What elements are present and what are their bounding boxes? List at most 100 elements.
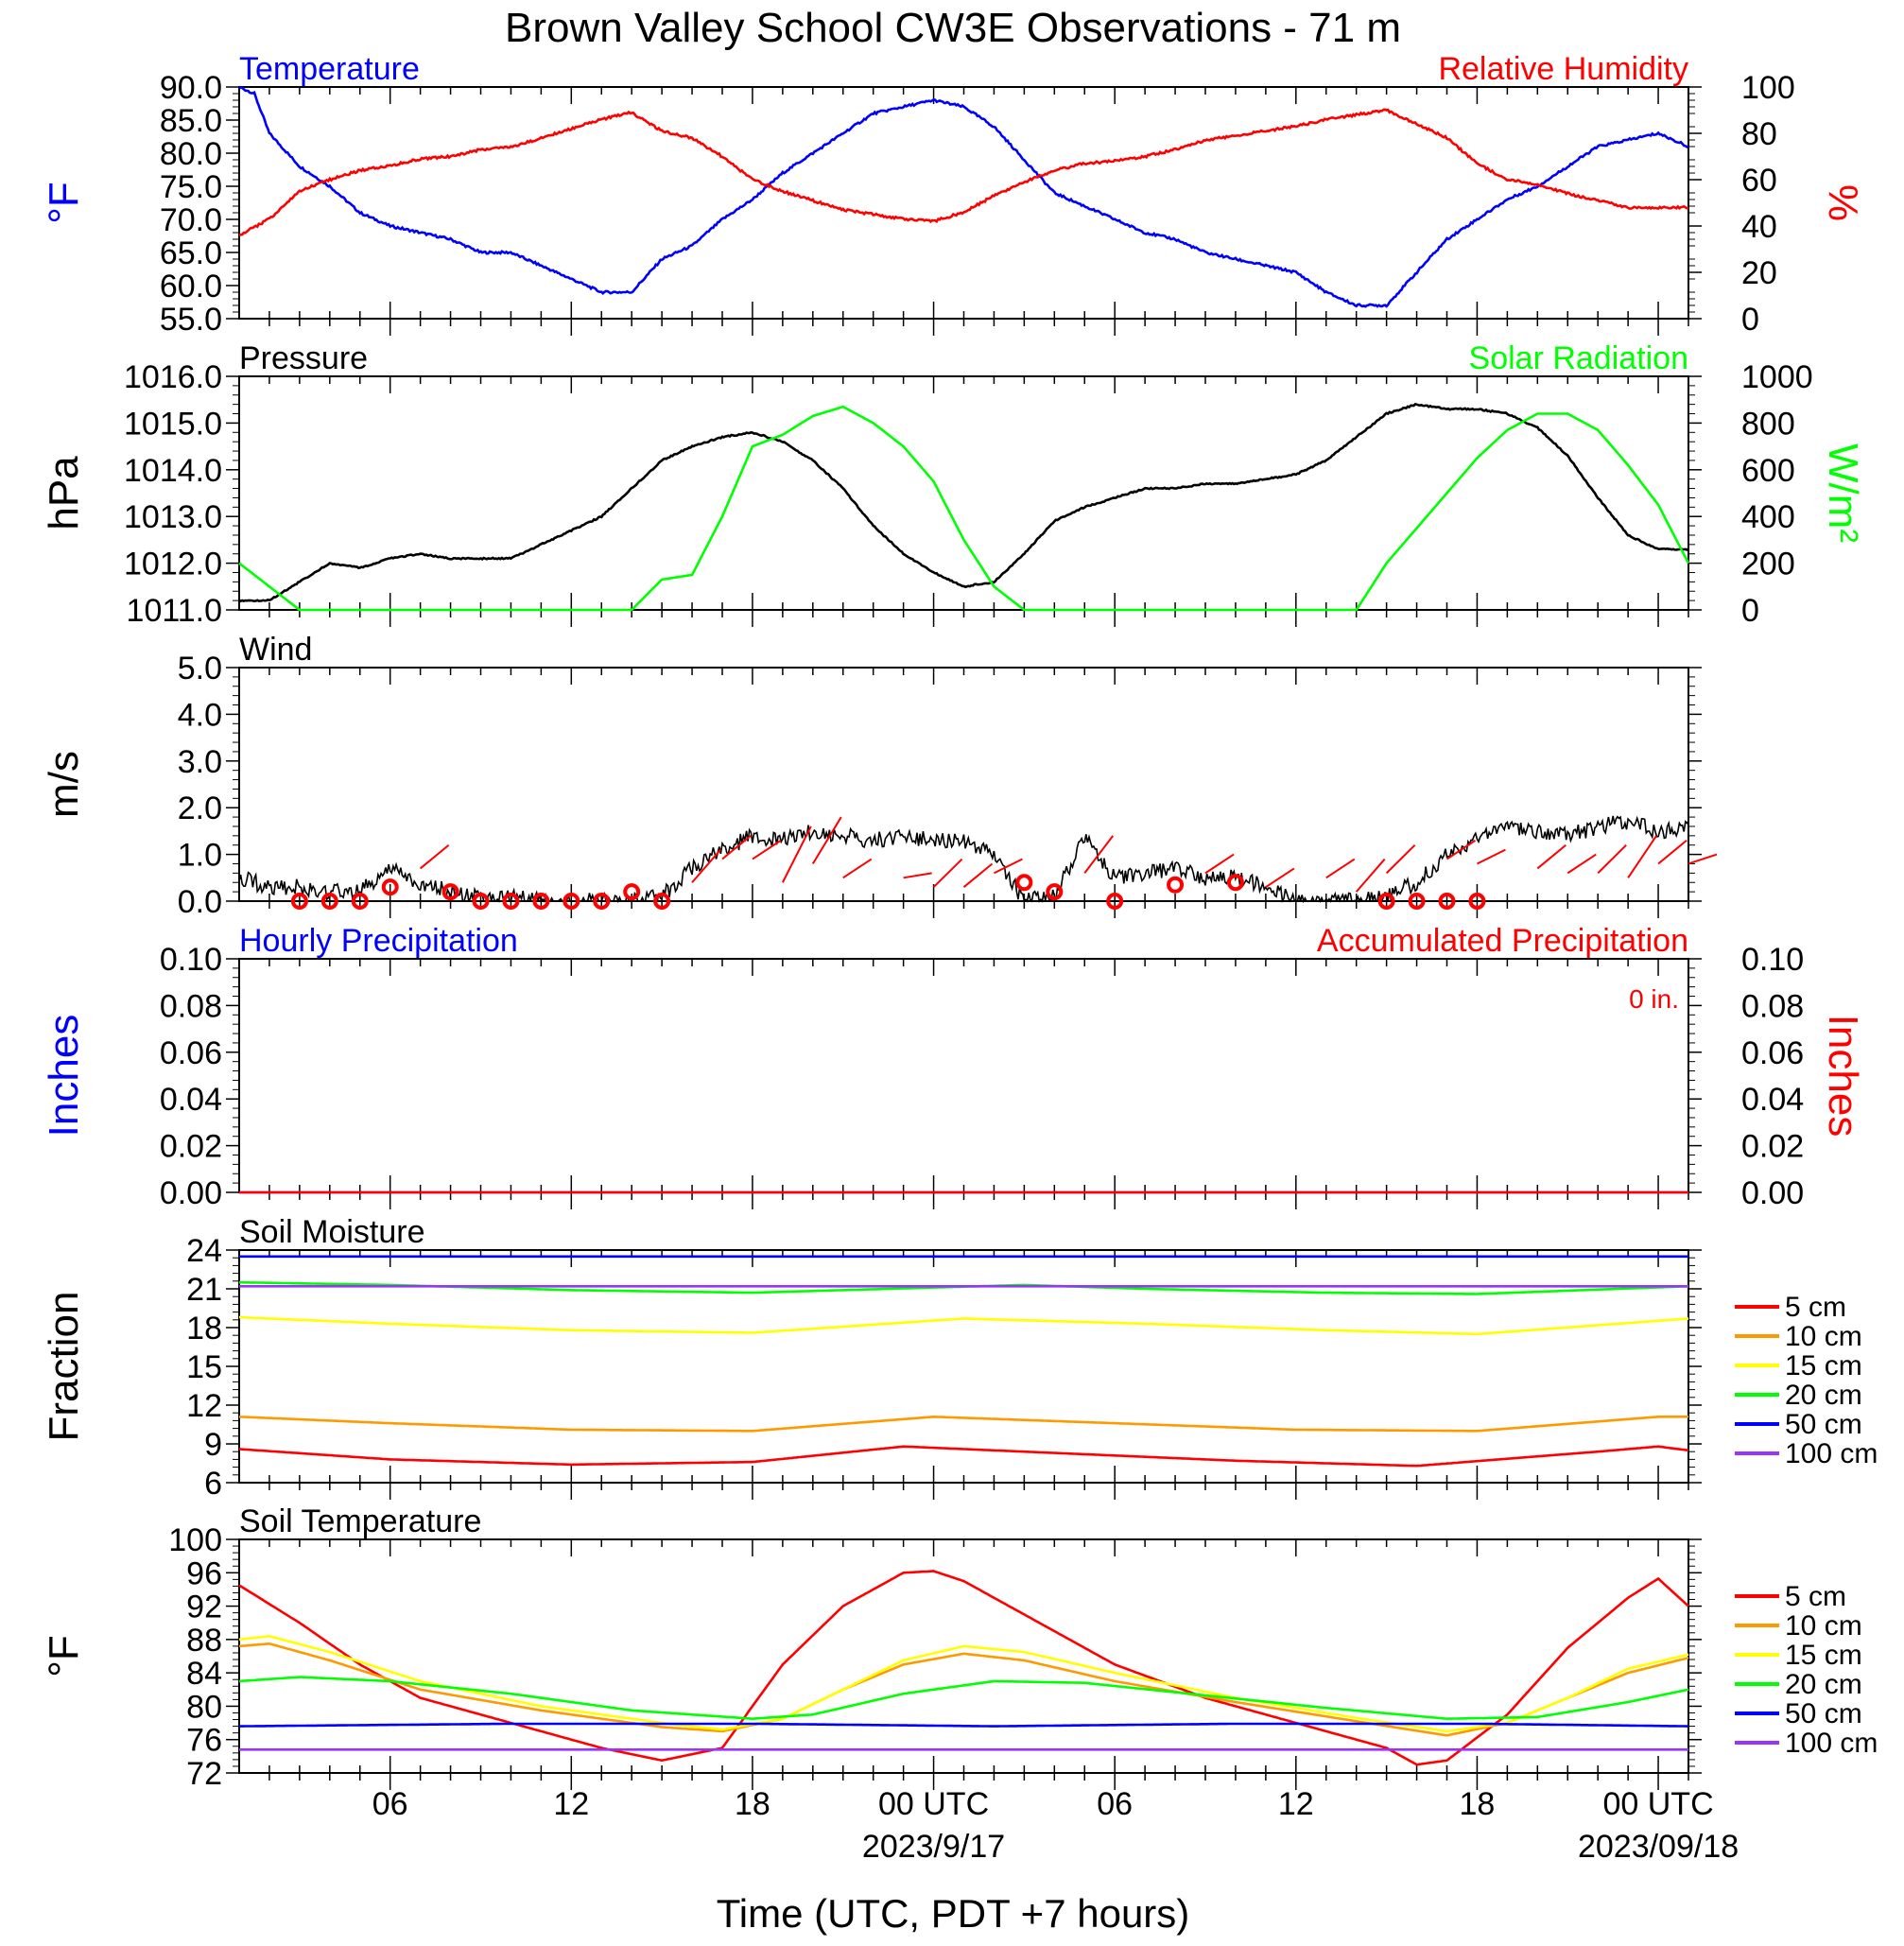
x-tick-label: 12 <box>553 1786 589 1822</box>
wind-barb <box>1476 848 1506 865</box>
y-tick-label: 70.0 <box>160 202 222 238</box>
y-tick-label: 80 <box>186 1689 222 1725</box>
y-axis-label: Inches <box>41 1015 87 1138</box>
y-tick-label: 0.04 <box>160 1082 222 1118</box>
y-tick-label: 1013.0 <box>124 499 222 535</box>
wind-barb <box>1265 867 1295 889</box>
y2-tick-label: 100 <box>1741 70 1795 106</box>
y-tick-label: 2.0 <box>178 791 222 826</box>
panel-title-left: Pressure <box>239 340 368 376</box>
y2-tick-label: 0 <box>1741 302 1759 338</box>
wind-barb <box>903 872 932 879</box>
x-tick-label: 06 <box>1097 1786 1133 1822</box>
y-tick-label: 24 <box>186 1233 222 1269</box>
y-tick-label: 0.0 <box>178 884 222 920</box>
panel-wind: 5.0 4.0 3.0 2.0 1.0 0.0 Wind m/s <box>41 632 1718 920</box>
y-tick-label: 1014.0 <box>124 453 222 489</box>
panel-title-left: Temperature <box>239 51 420 87</box>
y2-tick-label: 800 <box>1741 406 1795 442</box>
panel-title-left: Soil Moisture <box>239 1214 425 1250</box>
y-axis-label: hPa <box>41 456 87 530</box>
y-tick-label: 60.0 <box>160 269 222 304</box>
wind-calm-circle <box>563 893 580 910</box>
y2-tick-label: 0 <box>1741 593 1759 629</box>
y-tick-label: 1015.0 <box>124 406 222 442</box>
y2-axis-label: Inches <box>1820 1015 1866 1138</box>
wind-barb <box>811 816 842 864</box>
wind-barb <box>993 858 1023 875</box>
panel-precip: 0.10 0.08 0.06 0.04 0.02 0.00 0.10 0.08 0.06 0.04… <box>41 923 1866 1211</box>
wind-calm-circle <box>532 893 550 910</box>
y-tick-label: 0.10 <box>160 942 222 978</box>
wind-barb <box>842 858 873 879</box>
y2-axis-label: W/m² <box>1820 443 1866 543</box>
y-tick-label: 88 <box>186 1623 222 1659</box>
wind-calm-circle <box>593 893 611 910</box>
series-line-5 cm <box>238 1445 1689 1468</box>
wind-calm-circle <box>351 893 369 910</box>
y-tick-label: 0.08 <box>160 988 222 1024</box>
y2-tick-label: 0.08 <box>1741 988 1804 1024</box>
y-tick-label: 1.0 <box>178 838 222 874</box>
y2-tick-label: 600 <box>1741 453 1795 489</box>
wind-calm-circle <box>320 893 338 910</box>
y2-tick-label: 0.00 <box>1741 1175 1804 1211</box>
y-tick-label: 76 <box>186 1723 222 1759</box>
y-tick-label: 75.0 <box>160 169 222 205</box>
plot-frame <box>238 1538 1689 1774</box>
wind-barb <box>962 862 994 888</box>
series-line-15 cm <box>238 1634 1689 1733</box>
series-line-10 cm <box>238 1415 1688 1433</box>
wind-calm-circle <box>623 883 641 901</box>
y-tick-label: 85.0 <box>160 103 222 139</box>
y-tick-label: 4.0 <box>178 697 222 733</box>
y-tick-label: 92 <box>186 1590 222 1625</box>
wind-calm-circle <box>290 893 308 910</box>
y2-tick-label: 80 <box>1741 116 1777 152</box>
panel-title-left: Hourly Precipitation <box>239 923 518 959</box>
x-tick-label: 18 <box>735 1786 770 1822</box>
y2-tick-label: 60 <box>1741 163 1777 199</box>
wind-calm-circle <box>1377 893 1395 910</box>
y-tick-label: 21 <box>186 1272 222 1308</box>
x-tick-label: 00 UTC <box>1602 1786 1713 1822</box>
series-line-5 cm <box>238 1570 1689 1766</box>
legend-entry: 20 cm <box>1785 1380 1862 1411</box>
wind-barb <box>1325 858 1356 879</box>
figure-title: Brown Valley School CW3E Observations - … <box>505 5 1401 51</box>
wind-calm-circle <box>381 878 399 896</box>
wind-calm-circle <box>1226 874 1244 892</box>
series-line-20 cm <box>239 1280 1688 1295</box>
y2-tick-label: 1000 <box>1741 359 1813 395</box>
wind-barb <box>1385 844 1416 875</box>
y2-tick-label: 0.04 <box>1741 1082 1804 1118</box>
wind-barb <box>721 835 752 860</box>
legend-entry: 15 cm <box>1785 1640 1862 1671</box>
legend-entry: 20 cm <box>1785 1669 1862 1700</box>
y-tick-label: 9 <box>204 1427 222 1463</box>
y-axis-label: °F <box>41 182 87 223</box>
wind-barb <box>1204 853 1235 875</box>
series-line-15 cm <box>239 1315 1689 1336</box>
wind-barb <box>1355 858 1386 893</box>
series-line-blue <box>238 85 1689 308</box>
y-tick-label: 0.00 <box>160 1175 222 1211</box>
wind-barb <box>1083 835 1115 874</box>
plot-frame <box>238 958 1689 1193</box>
y-tick-label: 1011.0 <box>127 593 222 629</box>
y2-tick-label: 40 <box>1741 209 1777 245</box>
series-line-20 cm <box>238 1676 1689 1721</box>
x-axis-label: Time (UTC, PDT +7 hours) <box>717 1891 1190 1936</box>
y-tick-label: 5.0 <box>178 651 222 686</box>
wind-calm-circle <box>1046 883 1064 901</box>
wind-barb <box>1445 839 1477 860</box>
wind-calm-circle <box>1106 893 1124 910</box>
y2-tick-label: 20 <box>1741 255 1777 291</box>
wind-calm-circle <box>1408 893 1426 910</box>
x-tick-label: 12 <box>1278 1786 1314 1822</box>
x-date-label: 2023/09/18 <box>1578 1829 1739 1865</box>
wind-calm-circle <box>1015 874 1033 892</box>
wind-barb <box>1597 844 1627 875</box>
x-tick-label: 00 UTC <box>878 1786 989 1822</box>
